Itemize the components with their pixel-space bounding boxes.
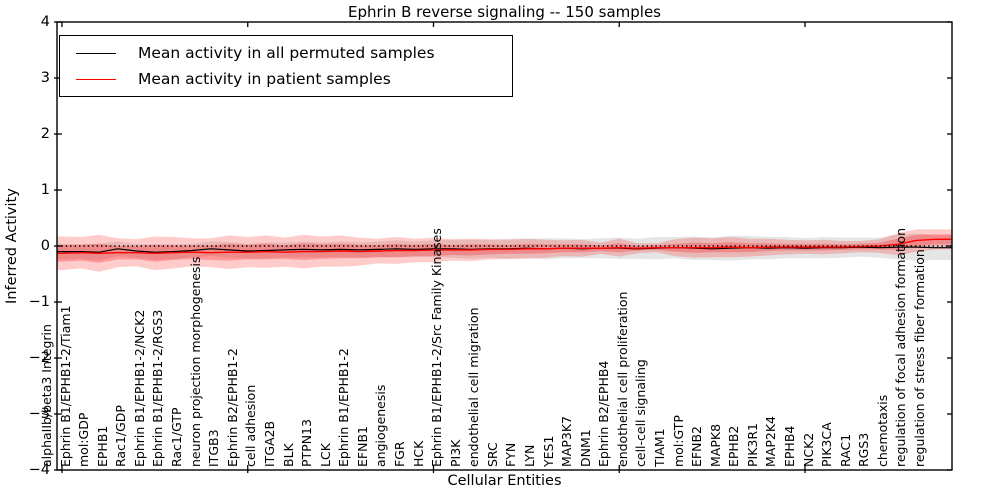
x-tick-label: Ephrin B1/EPHB1-2/RGS3 <box>150 309 166 467</box>
legend-item-patient: Mean activity in patient samples <box>76 70 512 88</box>
x-tick-label: YES1 <box>540 435 556 467</box>
x-tick-label: DNM1 <box>577 429 593 467</box>
legend-item-permuted: Mean activity in all permuted samples <box>76 44 512 62</box>
legend-line-sample-patient <box>76 78 116 80</box>
x-tick-label: neuron projection morphogenesis <box>187 256 203 467</box>
x-tick-label: endothelial cell proliferation <box>614 291 630 467</box>
y-tick-label: −3 <box>28 406 50 422</box>
x-tick-label: HCK <box>410 440 426 467</box>
x-tick-label: cell-cell signaling <box>633 359 649 467</box>
x-tick-label: FGR <box>391 441 407 467</box>
x-tick-label: PIK3R1 <box>744 422 760 467</box>
legend-label-permuted: Mean activity in all permuted samples <box>138 44 435 62</box>
x-tick-label: alphaIIb/beta3 Integrin <box>39 324 54 467</box>
x-tick-label: mol:GTP <box>670 415 686 467</box>
band-permuted-samples-std-envelope <box>57 233 952 261</box>
x-tick-label: regulation of focal adhesion formation <box>893 228 909 467</box>
x-tick-label: EFNB2 <box>689 426 705 467</box>
y-tick-label: −1 <box>28 294 50 310</box>
x-tick-label: cell adhesion <box>243 384 259 467</box>
x-tick-label: Rac1/GDP <box>113 405 129 467</box>
x-tick-label: LCK <box>317 443 333 467</box>
x-tick-label: RGS3 <box>856 432 872 467</box>
x-tick-label: Ephrin B1/EPHB1-2 <box>336 348 352 467</box>
y-tick-label: −4 <box>28 462 50 478</box>
x-tick-label: EPHB2 <box>726 425 742 467</box>
x-tick-label: Rac1/GTP <box>169 407 184 467</box>
x-tick-label: EPHB4 <box>782 425 797 467</box>
x-tick-label: Ephrin B1/EPHB1-2/Src Family Kinases <box>429 228 445 467</box>
y-tick-label: 4 <box>40 14 50 30</box>
x-axis-label: Cellular Entities <box>447 473 562 489</box>
x-tick-label: MAP2K4 <box>763 416 779 467</box>
patient-mean-line <box>57 238 952 255</box>
x-tick-label: PTPN13 <box>299 419 314 467</box>
x-tick-label: Ephrin B2/EPHB4 <box>596 360 612 467</box>
x-tick-label: NCK2 <box>800 432 816 467</box>
x-tick-label: FYN <box>503 442 519 467</box>
y-tick-label: 1 <box>40 182 50 198</box>
x-tick-label: SRC <box>484 442 500 467</box>
x-tick-label: chemotaxis <box>874 394 890 467</box>
x-tick-label: ITGB3 <box>206 429 222 467</box>
legend: Mean activity in all permuted samples Me… <box>59 35 513 97</box>
x-tick-label: ITGA2B <box>261 420 277 467</box>
y-tick-label: 3 <box>40 70 50 86</box>
x-tick-label: angiogenesis <box>373 384 389 467</box>
x-tick-label: endothelial cell migration <box>466 307 482 467</box>
chart-title: Ephrin B reverse signaling -- 150 sample… <box>347 3 661 21</box>
x-tick-label: mol:GDP <box>76 412 92 467</box>
legend-label-patient: Mean activity in patient samples <box>138 70 391 88</box>
x-tick-label: BLK <box>280 443 296 467</box>
band-patient-samples-std-envelope-outer- <box>57 229 952 272</box>
x-tick-label: PI3K <box>447 439 463 467</box>
x-tick-label: regulation of stress fiber formation <box>912 249 927 467</box>
x-tick-label: EFNB1 <box>354 426 370 467</box>
y-tick-label: 2 <box>40 126 50 142</box>
x-tick-label: MAPK8 <box>707 423 723 467</box>
x-tick-label: LYN <box>521 444 537 467</box>
x-tick-label: PIK3CA <box>819 422 835 467</box>
x-tick-label: Ephrin B1/EPHB1-2/Tiam1 <box>57 305 73 467</box>
x-tick-label: Ephrin B1/EPHB1-2/NCK2 <box>131 309 147 467</box>
x-tick-label: TIAM1 <box>652 428 667 467</box>
x-tick-label: EPHB1 <box>94 425 110 467</box>
legend-line-sample-permuted <box>76 52 116 54</box>
x-tick-label: Ephrin B2/EPHB1-2 <box>224 348 240 467</box>
y-tick-label: −2 <box>28 350 50 366</box>
x-tick-label: MAP3K7 <box>559 416 575 467</box>
x-tick-label: RAC1 <box>837 433 853 467</box>
y-tick-label: 0 <box>40 238 50 254</box>
